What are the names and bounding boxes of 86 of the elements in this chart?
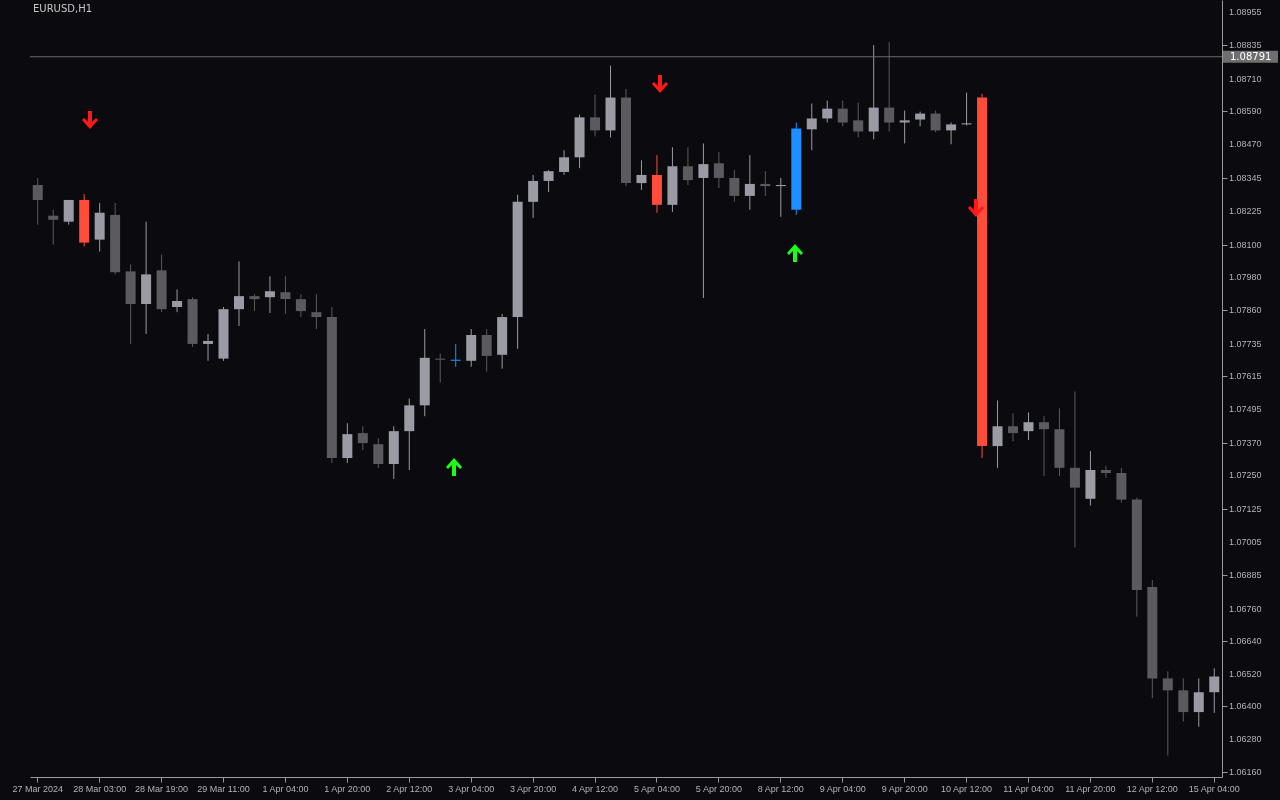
x-tick-label: 12 Apr 12:00 <box>1126 783 1178 794</box>
x-tick-label: 1 Apr 04:00 <box>262 783 309 794</box>
ref-line-label: 1.08791 <box>1230 50 1272 62</box>
y-tick-label: 1.08835 <box>1229 39 1262 50</box>
y-tick-label: 1.06280 <box>1229 733 1262 744</box>
candlestick <box>1054 407 1065 477</box>
y-tick-label: 1.06760 <box>1229 603 1262 614</box>
x-tick-label: 4 Apr 12:00 <box>572 783 619 794</box>
candlestick <box>79 193 90 247</box>
candlestick <box>342 422 353 464</box>
candlestick <box>156 254 167 313</box>
candlestick <box>94 202 105 253</box>
candlestick <box>899 110 910 144</box>
candlestick <box>466 328 477 368</box>
y-tick-label: 1.07495 <box>1229 403 1262 414</box>
y-tick-label: 1.06520 <box>1229 668 1262 679</box>
candlestick <box>992 399 1003 469</box>
y-tick-label: 1.07860 <box>1229 304 1262 315</box>
x-tick-label: 5 Apr 04:00 <box>633 783 680 794</box>
y-tick-label: 1.08345 <box>1229 172 1262 183</box>
x-tick-label: 9 Apr 20:00 <box>881 783 928 794</box>
candlestick <box>63 199 74 226</box>
x-tick-label: 11 Apr 20:00 <box>1065 783 1116 794</box>
candlestick <box>1193 677 1204 728</box>
candlestick <box>280 275 291 315</box>
y-tick-label: 1.08955 <box>1229 7 1262 18</box>
y-tick-label: 1.07980 <box>1229 272 1262 283</box>
candlestick <box>1116 467 1127 504</box>
candlestick <box>1209 667 1220 714</box>
y-tick-label: 1.06885 <box>1229 569 1262 580</box>
candlestick <box>512 194 523 350</box>
candlestick <box>1178 677 1189 723</box>
candlestick <box>404 398 415 471</box>
candlestick <box>497 313 508 370</box>
candlestick <box>187 296 198 348</box>
y-tick-label: 1.07125 <box>1229 504 1262 515</box>
candlestick <box>1085 450 1096 507</box>
candlestick <box>884 41 895 132</box>
x-tick-label: 2 Apr 12:00 <box>386 783 433 794</box>
x-tick-label: 8 Apr 12:00 <box>757 783 804 794</box>
y-tick-label: 1.08710 <box>1229 73 1262 84</box>
x-tick-label: 5 Apr 20:00 <box>695 783 742 794</box>
candlestick <box>311 293 322 330</box>
candlestick <box>837 100 848 127</box>
y-tick-label: 1.07250 <box>1229 470 1262 481</box>
candlestick <box>125 263 136 345</box>
x-tick-label: 27 Mar 2024 <box>12 783 64 794</box>
candlestick <box>373 437 384 469</box>
chart-title: EURUSD,H1 <box>33 3 93 14</box>
x-tick-label: 10 Apr 12:00 <box>941 783 993 794</box>
y-tick-label: 1.07005 <box>1229 537 1262 547</box>
x-tick-label: 29 Mar 11:00 <box>197 783 250 794</box>
candlestick <box>806 103 817 151</box>
candlestick <box>791 122 802 216</box>
candlestick <box>249 293 260 312</box>
y-tick-label: 1.08590 <box>1229 106 1262 117</box>
x-tick-label: 15 Apr 04:00 <box>1188 783 1240 794</box>
y-tick-label: 1.07735 <box>1229 338 1262 349</box>
candlestick <box>543 169 554 193</box>
x-tick-label: 1 Apr 20:00 <box>324 783 371 794</box>
candlestick <box>218 306 229 362</box>
candlestick <box>574 114 585 169</box>
candlestick <box>32 177 43 226</box>
y-tick-label: 1.08470 <box>1229 138 1262 149</box>
x-tick-label: 3 Apr 20:00 <box>510 783 557 794</box>
candlestick <box>1023 411 1034 441</box>
candlestick <box>667 146 678 213</box>
y-tick-label: 1.06400 <box>1229 701 1262 712</box>
candlestick <box>481 328 492 373</box>
y-tick-label: 1.08100 <box>1229 239 1262 250</box>
x-tick-label: 11 Apr 04:00 <box>1003 783 1054 794</box>
candlestick <box>744 154 755 211</box>
x-tick-label: 9 Apr 04:00 <box>819 783 866 794</box>
y-tick-label: 1.06640 <box>1229 636 1262 647</box>
x-tick-label: 28 Mar 19:00 <box>135 783 189 794</box>
candlestick <box>698 142 709 299</box>
y-tick-label: 1.07615 <box>1229 371 1262 382</box>
y-tick-label: 1.06160 <box>1229 766 1262 777</box>
candlestick <box>1162 670 1173 757</box>
candlestick <box>388 425 399 480</box>
y-tick-label: 1.07370 <box>1229 437 1262 448</box>
x-tick-label: 3 Apr 04:00 <box>448 783 495 794</box>
candlestick <box>1147 579 1158 699</box>
candlestick <box>729 169 740 203</box>
y-tick-label: 1.08225 <box>1229 205 1262 216</box>
x-tick-label: 28 Mar 03:00 <box>73 783 127 794</box>
